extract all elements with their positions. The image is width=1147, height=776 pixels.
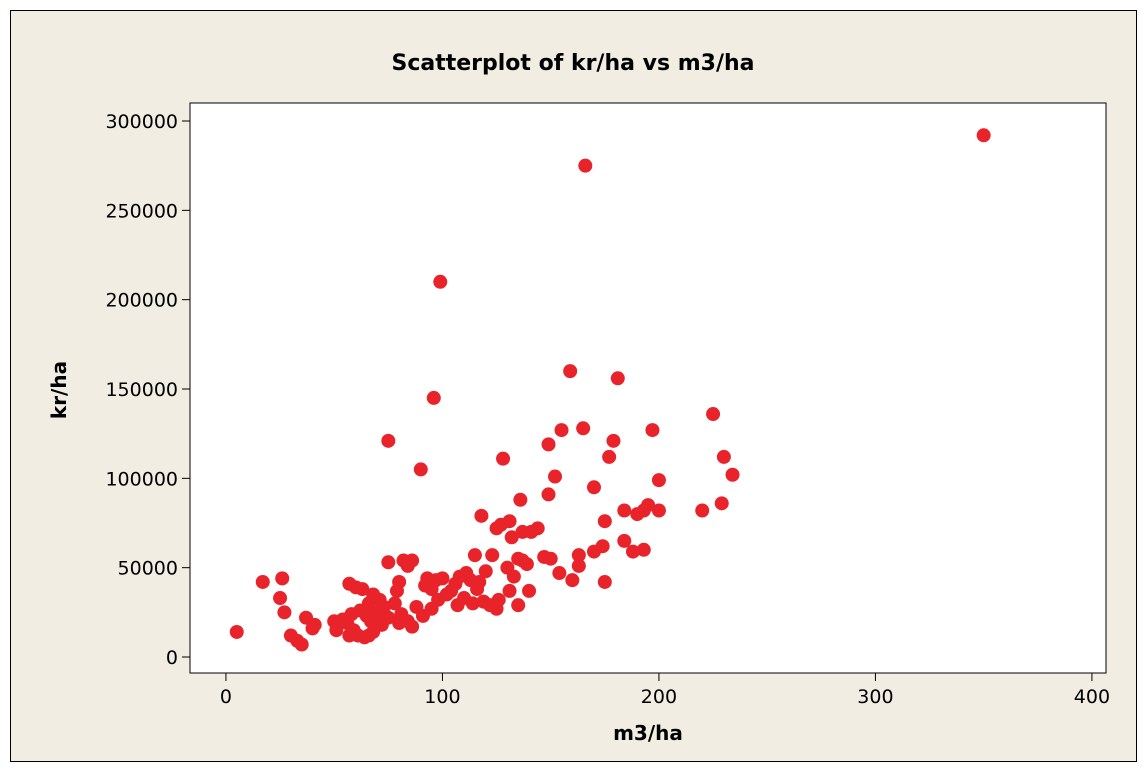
point (387, 596, 402, 611)
point (277, 605, 292, 620)
point (541, 487, 556, 502)
point (576, 421, 591, 436)
point (307, 617, 322, 632)
point (511, 598, 526, 613)
point (342, 628, 357, 643)
point (976, 128, 991, 143)
point (502, 583, 517, 598)
point (485, 548, 500, 563)
y-tick-label: 150000 (105, 379, 178, 401)
point (537, 549, 552, 564)
point (361, 628, 376, 643)
x-tick-label: 0 (220, 686, 232, 708)
point (586, 544, 601, 559)
point (716, 449, 731, 464)
point (381, 610, 396, 625)
point (389, 583, 404, 598)
point (353, 603, 368, 618)
point (478, 564, 493, 579)
point (515, 524, 530, 539)
point (651, 503, 666, 518)
y-tick-label: 100000 (105, 468, 178, 490)
point (548, 469, 563, 484)
point (552, 566, 567, 581)
point (522, 583, 537, 598)
point (506, 569, 521, 584)
y-tick-label: 200000 (105, 290, 178, 312)
x-tick-label: 400 (1074, 686, 1110, 708)
point (409, 599, 424, 614)
point (597, 514, 612, 529)
point (450, 598, 465, 613)
point (426, 390, 441, 405)
point (275, 571, 290, 586)
point (625, 544, 640, 559)
point (513, 492, 528, 507)
x-tick-label: 100 (424, 686, 460, 708)
point (571, 558, 586, 573)
point (405, 619, 420, 634)
point (636, 542, 651, 557)
point (381, 433, 396, 448)
y-axis-title: kr/ha (47, 361, 71, 419)
point (489, 521, 504, 536)
point (706, 407, 721, 422)
point (651, 473, 666, 488)
x-tick-label: 300 (857, 686, 893, 708)
point (606, 433, 621, 448)
point (465, 596, 480, 611)
y-tick-label: 250000 (105, 200, 178, 222)
y-tick-label: 50000 (118, 558, 178, 580)
chart-title: Scatterplot of kr/ha vs m3/ha (391, 51, 754, 76)
x-tick-label: 200 (641, 686, 677, 708)
point (645, 423, 660, 438)
point (474, 508, 489, 523)
point (467, 548, 482, 563)
point (400, 558, 415, 573)
point (381, 555, 396, 570)
point (602, 449, 617, 464)
point (504, 530, 519, 545)
point (541, 437, 556, 452)
point (578, 158, 593, 173)
point (433, 274, 448, 289)
point (329, 623, 344, 638)
point (565, 573, 580, 588)
point (392, 616, 407, 631)
point (630, 507, 645, 522)
point (424, 582, 439, 597)
point (273, 591, 288, 606)
point (617, 533, 632, 548)
plot-area (189, 102, 1107, 674)
point (695, 503, 710, 518)
point (496, 451, 511, 466)
point (610, 371, 625, 386)
point (519, 557, 534, 572)
point (255, 574, 270, 589)
x-axis-title: m3/ha (613, 721, 683, 745)
point (229, 624, 244, 639)
point (725, 467, 740, 482)
point (563, 364, 578, 379)
point (342, 576, 357, 591)
y-tick-label: 300000 (105, 111, 178, 133)
point (294, 637, 309, 652)
point (413, 462, 428, 477)
point (571, 548, 586, 563)
y-tick-label: 0 (166, 647, 178, 669)
point (597, 574, 612, 589)
point (617, 503, 632, 518)
point (714, 496, 729, 511)
point (586, 480, 601, 495)
point (554, 423, 569, 438)
point (491, 592, 506, 607)
